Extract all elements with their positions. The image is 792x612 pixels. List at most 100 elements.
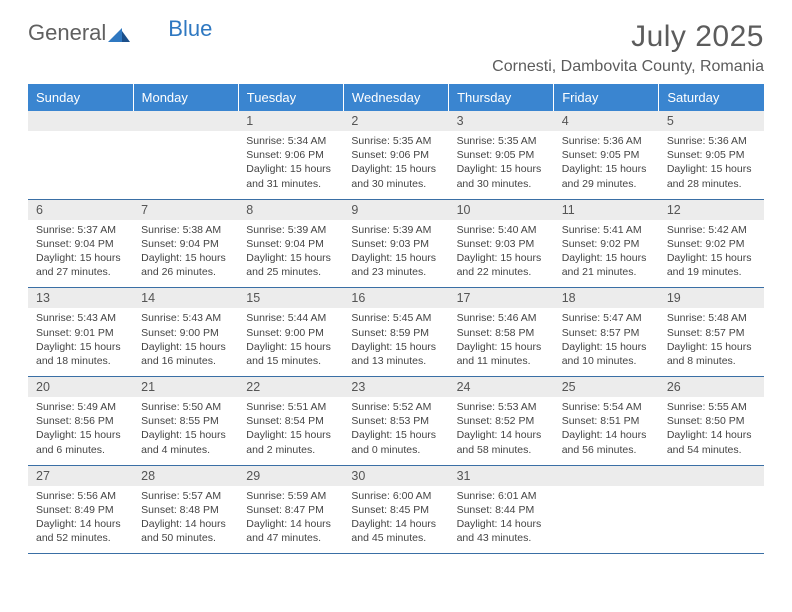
daylight-line: Daylight: 15 hours and 26 minutes. bbox=[141, 252, 226, 278]
calendar-day-cell: 28Sunrise: 5:57 AMSunset: 8:48 PMDayligh… bbox=[133, 465, 238, 554]
day-body: Sunrise: 5:56 AMSunset: 8:49 PMDaylight:… bbox=[28, 486, 133, 554]
day-number: 13 bbox=[28, 288, 133, 308]
sunset-line: Sunset: 8:49 PM bbox=[36, 504, 114, 516]
calendar-table: SundayMondayTuesdayWednesdayThursdayFrid… bbox=[28, 84, 764, 554]
day-number: 10 bbox=[449, 200, 554, 220]
day-body: Sunrise: 5:44 AM Sunset: 9:00 PM Daylight:… bbox=[238, 308, 343, 376]
day-number: 17 bbox=[449, 288, 554, 308]
sunset-line: Sunset: 8:56 PM bbox=[36, 415, 114, 427]
day-body: Sunrise: 5:35 AMSunset: 9:05 PMDaylight:… bbox=[449, 131, 554, 199]
daylight-line: Daylight: 14 hours and 43 minutes. bbox=[457, 518, 542, 544]
sunset-line: Sunset: 9:04 PM bbox=[141, 238, 219, 250]
day-body: Sunrise: 5:35 AMSunset: 9:06 PMDaylight:… bbox=[343, 131, 448, 199]
sunset-line: Sunset: 8:48 PM bbox=[141, 504, 219, 516]
day-body: Sunrise: 5:46 AMSunset: 8:58 PMDaylight:… bbox=[449, 308, 554, 376]
day-body: Sunrise: 5:49 AMSunset: 8:56 PMDaylight:… bbox=[28, 397, 133, 465]
sunset-line: Sunset: 9:05 PM bbox=[562, 149, 640, 161]
calendar-day-cell: 5Sunrise: 5:36 AMSunset: 9:05 PMDaylight… bbox=[659, 111, 764, 199]
daylight-line: Daylight: 15 hours and 21 minutes. bbox=[562, 252, 647, 278]
day-body: Sunrise: 5:45 AMSunset: 8:59 PMDaylight:… bbox=[343, 308, 448, 376]
calendar-day-cell: 14Sunrise: 5:43 AMSunset: 9:00 PMDayligh… bbox=[133, 288, 238, 377]
day-body: Sunrise: 5:36 AMSunset: 9:05 PMDaylight:… bbox=[554, 131, 659, 199]
logo-text-general: General bbox=[28, 20, 106, 46]
sunset-line: Sunset: 8:59 PM bbox=[351, 327, 429, 339]
day-body: Sunrise: 5:43 AMSunset: 9:00 PMDaylight:… bbox=[133, 308, 238, 376]
day-body: Sunrise: 5:39 AMSunset: 9:03 PMDaylight:… bbox=[343, 220, 448, 288]
daylight-line: Daylight: 14 hours and 50 minutes. bbox=[141, 518, 226, 544]
daylight-line: Daylight: 15 hours and 11 minutes. bbox=[457, 341, 542, 367]
calendar-week-row: 27Sunrise: 5:56 AMSunset: 8:49 PMDayligh… bbox=[28, 465, 764, 554]
sunrise-line: Sunrise: 5:44 AM bbox=[246, 312, 326, 324]
day-body: Sunrise: 5:59 AMSunset: 8:47 PMDaylight:… bbox=[238, 486, 343, 554]
sunrise-line: Sunrise: 6:01 AM bbox=[457, 490, 537, 502]
calendar-day-cell: 10Sunrise: 5:40 AMSunset: 9:03 PMDayligh… bbox=[449, 199, 554, 288]
calendar-week-row: 6Sunrise: 5:37 AMSunset: 9:04 PMDaylight… bbox=[28, 199, 764, 288]
daylight-line: Daylight: 15 hours and 30 minutes. bbox=[351, 163, 436, 189]
daylight-line: Daylight: 15 hours and 29 minutes. bbox=[562, 163, 647, 189]
daylight-line: Daylight: 15 hours and 16 minutes. bbox=[141, 341, 226, 367]
day-number: 6 bbox=[28, 200, 133, 220]
day-body: Sunrise: 5:55 AMSunset: 8:50 PMDaylight:… bbox=[659, 397, 764, 465]
calendar-day-cell: 24Sunrise: 5:53 AMSunset: 8:52 PMDayligh… bbox=[449, 377, 554, 466]
calendar-day-cell: 18Sunrise: 5:47 AMSunset: 8:57 PMDayligh… bbox=[554, 288, 659, 377]
calendar-day-cell: 19Sunrise: 5:48 AMSunset: 8:57 PMDayligh… bbox=[659, 288, 764, 377]
sunset-line: Sunset: 9:06 PM bbox=[246, 149, 324, 161]
sunset-line: Sunset: 8:51 PM bbox=[562, 415, 640, 427]
day-body: Sunrise: 5:50 AMSunset: 8:55 PMDaylight:… bbox=[133, 397, 238, 465]
day-number: 18 bbox=[554, 288, 659, 308]
day-number: 19 bbox=[659, 288, 764, 308]
day-number: 21 bbox=[133, 377, 238, 397]
sunrise-line: Sunrise: 5:42 AM bbox=[667, 224, 747, 236]
day-number: 9 bbox=[343, 200, 448, 220]
sunrise-line: Sunrise: 6:00 AM bbox=[351, 490, 431, 502]
logo-triangle-icon bbox=[108, 22, 130, 48]
day-body: Sunrise: 5:47 AMSunset: 8:57 PMDaylight:… bbox=[554, 308, 659, 376]
daylight-line: Daylight: 14 hours and 47 minutes. bbox=[246, 518, 331, 544]
sunrise-line: Sunrise: 5:54 AM bbox=[562, 401, 642, 413]
page-subtitle: Cornesti, Dambovita County, Romania bbox=[492, 58, 764, 76]
day-number: 23 bbox=[343, 377, 448, 397]
day-body: Sunrise: 5:38 AMSunset: 9:04 PMDaylight:… bbox=[133, 220, 238, 288]
day-number: 7 bbox=[133, 200, 238, 220]
day-body: Sunrise: 5:57 AMSunset: 8:48 PMDaylight:… bbox=[133, 486, 238, 554]
sunrise-line: Sunrise: 5:35 AM bbox=[351, 135, 431, 147]
day-number: 3 bbox=[449, 111, 554, 131]
calendar-day-cell: 3Sunrise: 5:35 AMSunset: 9:05 PMDaylight… bbox=[449, 111, 554, 199]
calendar-day-cell: 11Sunrise: 5:41 AMSunset: 9:02 PMDayligh… bbox=[554, 199, 659, 288]
day-body: Sunrise: 5:43 AMSunset: 9:01 PMDaylight:… bbox=[28, 308, 133, 376]
sunrise-line: Sunrise: 5:46 AM bbox=[457, 312, 537, 324]
sunrise-line: Sunrise: 5:36 AM bbox=[667, 135, 747, 147]
day-body-empty bbox=[659, 486, 764, 542]
calendar-day-cell: 17Sunrise: 5:46 AMSunset: 8:58 PMDayligh… bbox=[449, 288, 554, 377]
daylight-line: Daylight: 15 hours and 30 minutes. bbox=[457, 163, 542, 189]
day-number-empty bbox=[659, 466, 764, 486]
sunset-line: Sunset: 9:00 PM bbox=[246, 327, 324, 339]
day-number: 20 bbox=[28, 377, 133, 397]
calendar-week-row: 20Sunrise: 5:49 AMSunset: 8:56 PMDayligh… bbox=[28, 377, 764, 466]
sunrise-line: Sunrise: 5:43 AM bbox=[36, 312, 116, 324]
sunset-line: Sunset: 9:02 PM bbox=[667, 238, 745, 250]
day-body: Sunrise: 5:42 AMSunset: 9:02 PMDaylight:… bbox=[659, 220, 764, 288]
calendar-day-cell: 12Sunrise: 5:42 AMSunset: 9:02 PMDayligh… bbox=[659, 199, 764, 288]
daylight-line: Daylight: 14 hours and 54 minutes. bbox=[667, 429, 752, 455]
sunset-line: Sunset: 8:54 PM bbox=[246, 415, 324, 427]
calendar-day-cell: 7Sunrise: 5:38 AMSunset: 9:04 PMDaylight… bbox=[133, 199, 238, 288]
daylight-line: Daylight: 15 hours and 22 minutes. bbox=[457, 252, 542, 278]
daylight-line: Daylight: 14 hours and 52 minutes. bbox=[36, 518, 121, 544]
day-body-empty bbox=[133, 131, 238, 187]
sunset-line: Sunset: 8:52 PM bbox=[457, 415, 535, 427]
calendar-day-cell: 29Sunrise: 5:59 AMSunset: 8:47 PMDayligh… bbox=[238, 465, 343, 554]
calendar-week-row: 1Sunrise: 5:34 AMSunset: 9:06 PMDaylight… bbox=[28, 111, 764, 199]
day-number: 29 bbox=[238, 466, 343, 486]
calendar-day-cell: 31Sunrise: 6:01 AMSunset: 8:44 PMDayligh… bbox=[449, 465, 554, 554]
day-body: Sunrise: 6:00 AMSunset: 8:45 PMDaylight:… bbox=[343, 486, 448, 554]
calendar-empty-cell bbox=[133, 111, 238, 199]
sunset-line: Sunset: 8:45 PM bbox=[351, 504, 429, 516]
weekday-header: Friday bbox=[554, 84, 659, 111]
calendar-day-cell: 1Sunrise: 5:34 AMSunset: 9:06 PMDaylight… bbox=[238, 111, 343, 199]
daylight-line: Daylight: 15 hours and 15 minutes. bbox=[246, 341, 331, 367]
day-number-empty bbox=[554, 466, 659, 486]
calendar-header: SundayMondayTuesdayWednesdayThursdayFrid… bbox=[28, 84, 764, 111]
sunset-line: Sunset: 8:44 PM bbox=[457, 504, 535, 516]
daylight-line: Daylight: 15 hours and 25 minutes. bbox=[246, 252, 331, 278]
